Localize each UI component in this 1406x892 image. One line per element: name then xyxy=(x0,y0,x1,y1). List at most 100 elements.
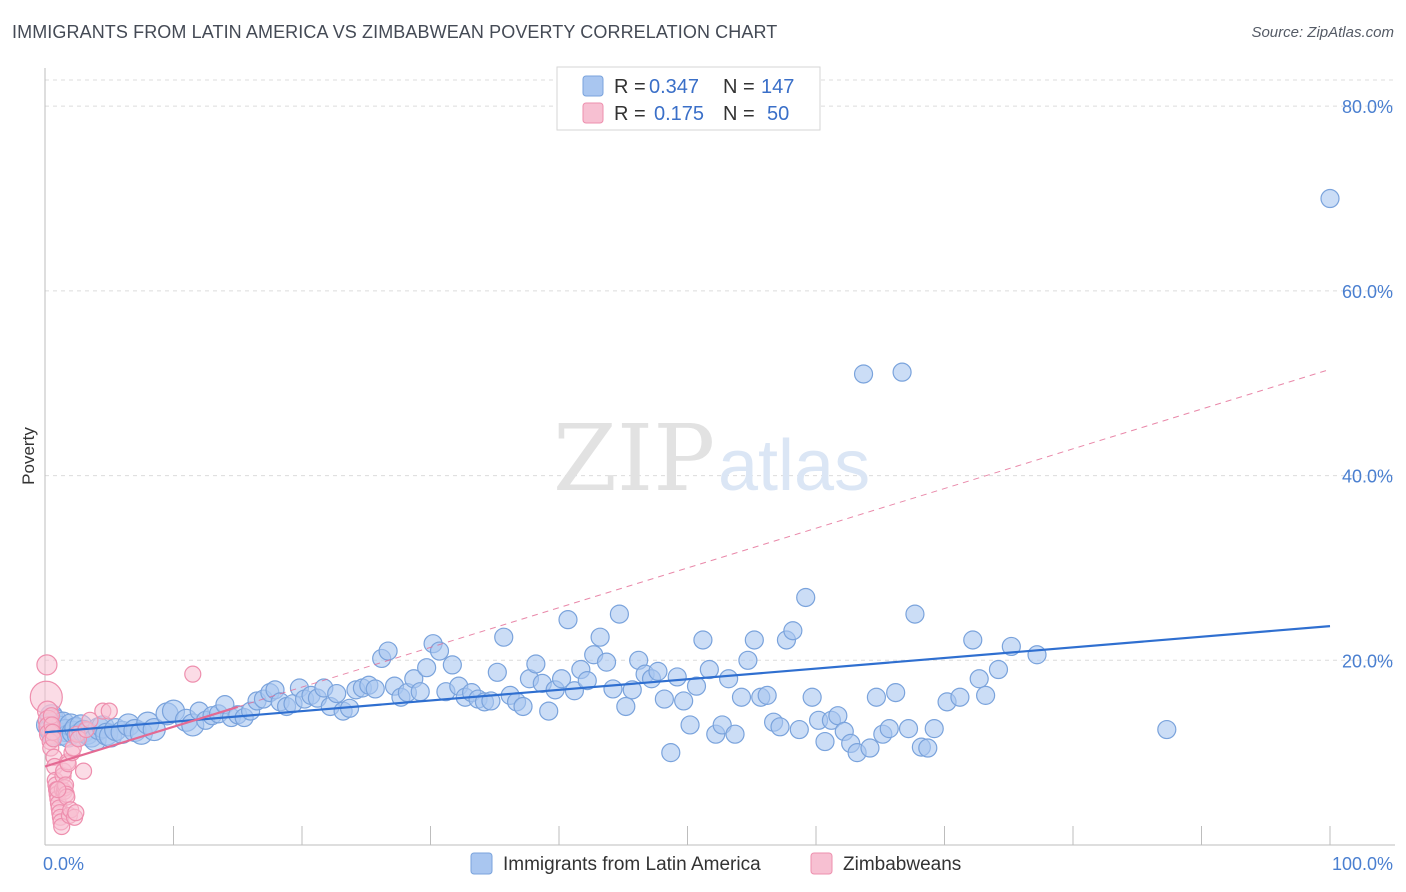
latin-america-point-152 xyxy=(963,630,983,650)
latin-america-point-145 xyxy=(898,719,919,739)
latin-america-point-117 xyxy=(719,669,739,689)
latin-america-point-97 xyxy=(590,627,610,647)
latin-america-point-130 xyxy=(802,687,822,707)
latin-america-point-146 xyxy=(905,604,925,624)
x-tick-label-1: 100.0% xyxy=(1332,854,1393,874)
latin-america-point-125 xyxy=(770,717,790,737)
latin-america-point-153 xyxy=(969,669,989,689)
latin-america-point-72 xyxy=(429,641,450,661)
latin-america-point-159 xyxy=(1320,188,1340,209)
watermark: ZIP atlas xyxy=(553,405,870,512)
latin-america-point-91 xyxy=(551,669,572,689)
latin-america-point-114 xyxy=(699,659,719,680)
latin-america-point-127 xyxy=(783,621,803,641)
y-tick-label-2: 60.0% xyxy=(1342,282,1393,302)
latin-america-point-64 xyxy=(378,641,398,661)
latin-america-point-74 xyxy=(442,655,462,675)
latin-america-point-113 xyxy=(693,630,713,650)
latin-america-point-143 xyxy=(886,683,906,703)
series-legend: Immigrants from Latin America Zimbabwean… xyxy=(470,852,961,875)
latin-america-point-95 xyxy=(577,671,597,691)
latin-america-point-140 xyxy=(866,687,886,707)
latin-america-point-155 xyxy=(988,659,1009,680)
latin-america-point-120 xyxy=(738,650,758,670)
legend-row2-n-value: 50 xyxy=(767,103,789,125)
latin-america-point-121 xyxy=(744,630,764,650)
latin-america-point-158 xyxy=(1157,719,1177,740)
latin-america-point-82 xyxy=(494,627,514,647)
latin-america-point-106 xyxy=(648,661,668,681)
latin-america-point-102 xyxy=(622,680,642,700)
latin-america-point-101 xyxy=(616,696,636,717)
latin-america-point-112 xyxy=(686,676,707,696)
zimbabweans-point-47 xyxy=(100,702,118,720)
trend-line-zimbabweans-solid xyxy=(44,705,239,768)
chart-title: IMMIGRANTS FROM LATIN AMERICA VS ZIMBABW… xyxy=(12,22,778,42)
latin-america-point-85 xyxy=(513,696,533,717)
latin-america-point-89 xyxy=(539,701,559,721)
legend-row1-n-value: 147 xyxy=(761,76,794,98)
y-axis-title: Poverty xyxy=(19,427,38,485)
latin-america-point-62 xyxy=(365,679,385,699)
trend-lines xyxy=(44,368,1331,768)
watermark-zip: ZIP xyxy=(553,405,715,512)
latin-america-point-149 xyxy=(924,719,944,739)
latin-america-point-139 xyxy=(860,738,880,758)
latin-america-point-132 xyxy=(815,731,835,752)
trend-line-zimbabweans-dashed xyxy=(237,368,1331,708)
legend-row1-n-label: N = xyxy=(723,76,755,98)
legend-row2-r-label: R = xyxy=(614,103,646,125)
y-tick-label-3: 80.0% xyxy=(1342,97,1393,117)
latin-america-point-157 xyxy=(1027,645,1047,665)
latin-america-point-111 xyxy=(680,715,700,735)
zimbabweans-point-49 xyxy=(49,780,67,799)
bottom-legend-latin-america: Immigrants from Latin America xyxy=(503,854,761,875)
zimbabweans-point-43 xyxy=(74,762,93,780)
legend-pink-swatch xyxy=(582,102,604,124)
grid xyxy=(45,79,1395,661)
watermark-atlas: atlas xyxy=(718,426,870,506)
latin-america-point-154 xyxy=(976,685,996,705)
y-tick-label-0: 20.0% xyxy=(1342,651,1393,671)
legend-row2-n-label: N = xyxy=(723,103,755,125)
latin-america-point-109 xyxy=(667,667,687,687)
latin-america-point-142 xyxy=(879,719,899,739)
latin-america-point-107 xyxy=(654,689,674,709)
latin-america-point-93 xyxy=(564,681,585,701)
latin-america-point-156 xyxy=(1001,636,1021,657)
latin-america-point-98 xyxy=(596,652,617,672)
zimbabweans-point-40 xyxy=(67,804,85,822)
source-label: Source: ZipAtlas.com xyxy=(1251,24,1394,41)
latin-america-point-70 xyxy=(417,658,437,678)
x-tick-labels: 0.0% 100.0% xyxy=(43,854,1393,874)
legend-row1-r-label: R = xyxy=(614,76,646,98)
latin-america-point-87 xyxy=(526,654,546,674)
trend-line-latin-america xyxy=(44,625,1331,734)
latin-america-point-138 xyxy=(853,364,874,384)
latin-america-point-118 xyxy=(725,724,745,744)
latin-america-point-81 xyxy=(487,662,507,682)
latin-america-point-144 xyxy=(892,362,912,382)
latin-america-point-129 xyxy=(796,587,816,608)
latin-america-point-69 xyxy=(410,682,430,702)
legend-blue-swatch xyxy=(582,75,604,97)
latin-america-point-123 xyxy=(757,685,777,705)
zimbabweans-point-48 xyxy=(184,665,202,683)
latin-america-point-110 xyxy=(674,691,694,711)
latin-america-point-151 xyxy=(950,687,970,707)
legend-row1-r-value: 0.347 xyxy=(649,76,699,98)
latin-america-point-119 xyxy=(731,687,752,707)
latin-america-point-56 xyxy=(327,683,347,704)
y-tick-label-1: 40.0% xyxy=(1342,467,1393,487)
zimbabweans-point-1 xyxy=(36,654,58,676)
latin-america-point-100 xyxy=(609,604,629,624)
axes xyxy=(44,68,1395,846)
latin-america-point-99 xyxy=(603,679,623,699)
legend-row2-r-value: 0.175 xyxy=(654,103,704,125)
x-tick-label-0: 0.0% xyxy=(43,854,84,874)
bottom-legend-pink-swatch xyxy=(810,852,833,875)
latin-america-point-128 xyxy=(789,719,809,740)
bottom-legend-blue-swatch xyxy=(470,852,493,875)
latin-america-point-92 xyxy=(558,610,578,630)
